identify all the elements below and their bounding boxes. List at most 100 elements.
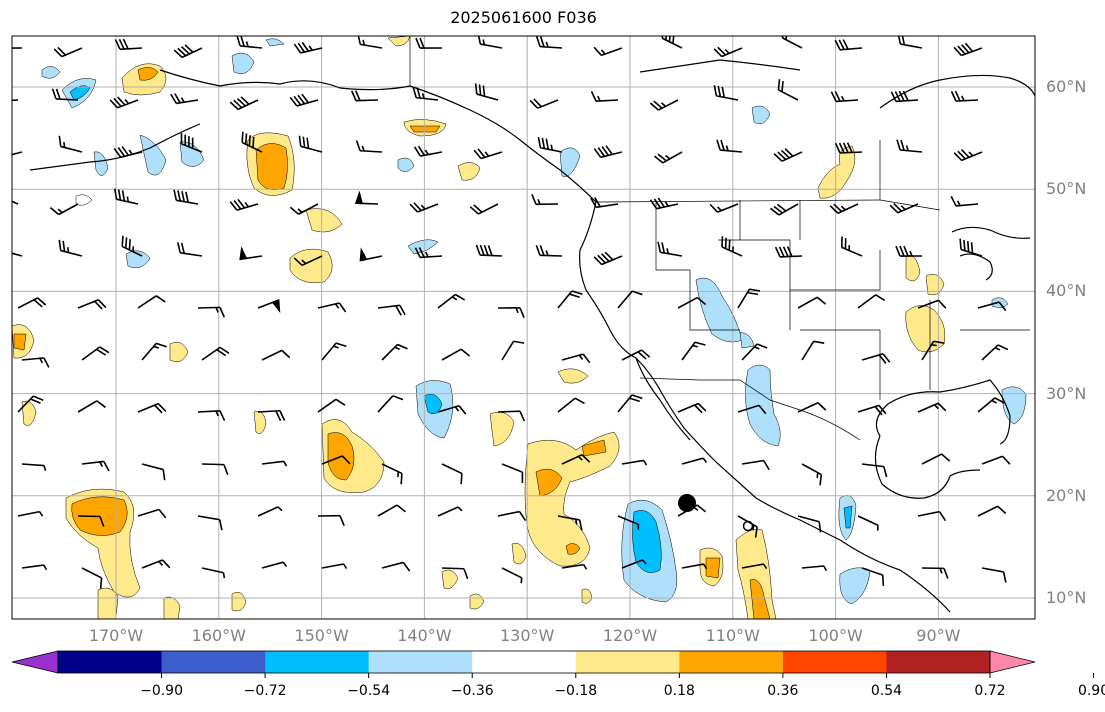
wind-barb [121, 235, 143, 257]
wind-barb [12, 47, 23, 50]
wind-barb [137, 295, 166, 309]
wind-barb [617, 515, 640, 530]
wind-barb [77, 515, 105, 527]
wind-barb [721, 236, 743, 257]
wind-barb [197, 306, 226, 318]
wind-barb [917, 402, 947, 413]
wind-barb [829, 203, 859, 214]
wind-barb [141, 342, 167, 361]
wind-barb [741, 563, 768, 570]
colorbar-tick-label: 0.72 [974, 683, 1006, 699]
wind-barb [713, 85, 739, 101]
wind-barb [621, 559, 647, 569]
wind-barb [593, 46, 623, 57]
wind-barb [501, 463, 524, 483]
wind-barb [709, 203, 739, 213]
wind-barb [49, 203, 79, 216]
wind-barb [261, 460, 288, 467]
wind-barb [561, 353, 591, 364]
wind-barb [17, 395, 44, 413]
wind-barb [535, 244, 563, 257]
wind-barb [590, 197, 619, 209]
wind-barb [236, 36, 263, 49]
colorbar-frame [57, 650, 991, 674]
wind-barb [895, 245, 923, 257]
wind-barb [774, 246, 803, 258]
wind-barb [437, 293, 466, 309]
longitude-label: 90°W [916, 626, 961, 645]
wind-barb [797, 402, 827, 413]
wind-barb [681, 563, 708, 570]
wind-barb [830, 91, 859, 103]
wind-barb [197, 515, 223, 531]
wind-barb [917, 510, 947, 522]
longitude-label: 170°W [88, 626, 144, 645]
wind-barb [201, 567, 226, 579]
wind-barb [537, 137, 563, 153]
wind-barb [229, 198, 259, 211]
wind-barb [321, 563, 348, 569]
colorbar-segment [782, 651, 887, 673]
colorbar-segment [679, 651, 784, 673]
wind-barb [58, 135, 83, 153]
wind-barb [777, 79, 799, 101]
wind-barbs [12, 36, 1011, 589]
wind-barb [350, 90, 379, 102]
wind-barb [12, 99, 19, 103]
wind-barb [977, 505, 1007, 517]
colorbar-extend-low [11, 650, 59, 674]
wind-barb [497, 306, 525, 319]
wind-barb [381, 561, 411, 572]
wind-barb [769, 203, 799, 216]
wind-barb [173, 44, 203, 59]
wind-barb [857, 515, 879, 531]
wind-barb [950, 195, 979, 207]
wind-barb [716, 139, 743, 153]
wind-barb [977, 397, 1005, 413]
wind-barb [377, 395, 404, 413]
wind-barb [141, 463, 166, 481]
wind-barb [889, 203, 919, 214]
wind-barb [293, 255, 323, 267]
wind-barb [413, 145, 443, 157]
wind-barb [713, 46, 743, 58]
colorbar-tick-label: 0.18 [663, 683, 695, 699]
map-frame [11, 35, 1036, 620]
latitude-label: 60°N [1046, 77, 1087, 96]
wind-barb [317, 398, 346, 413]
wind-barb [141, 559, 171, 569]
colorbar-segment [575, 651, 680, 673]
wind-barb [737, 404, 767, 415]
colorbar-segment [265, 651, 370, 673]
wind-barb [412, 87, 439, 101]
wind-barb [257, 506, 283, 517]
wind-barb [797, 296, 827, 309]
wind-barb [298, 135, 323, 153]
wind-barb [239, 246, 263, 261]
wind-barb [201, 463, 229, 476]
longitude-label: 120°W [602, 626, 658, 645]
wind-barb [137, 508, 167, 519]
wind-barb [261, 349, 291, 361]
wind-barb [953, 42, 983, 57]
wind-barb [861, 567, 885, 586]
wind-barb [681, 341, 706, 361]
colorbar-segment [368, 651, 473, 673]
wind-barb [649, 197, 679, 210]
wind-barb [921, 567, 949, 579]
wind-barb [861, 353, 891, 364]
colorbar-extend-high [989, 650, 1036, 674]
wind-barb [950, 90, 979, 102]
wind-barb [58, 239, 83, 257]
wind-barb [229, 96, 259, 111]
longitude-label: 150°W [294, 626, 349, 645]
wind-barb [12, 151, 23, 159]
wind-barb [501, 567, 523, 584]
wind-barb [981, 455, 1011, 465]
wind-barb [981, 344, 1009, 361]
wind-barb [441, 567, 469, 580]
wind-barb [773, 148, 803, 162]
longitude-label: 130°W [500, 626, 555, 645]
wind-barb [261, 561, 288, 569]
